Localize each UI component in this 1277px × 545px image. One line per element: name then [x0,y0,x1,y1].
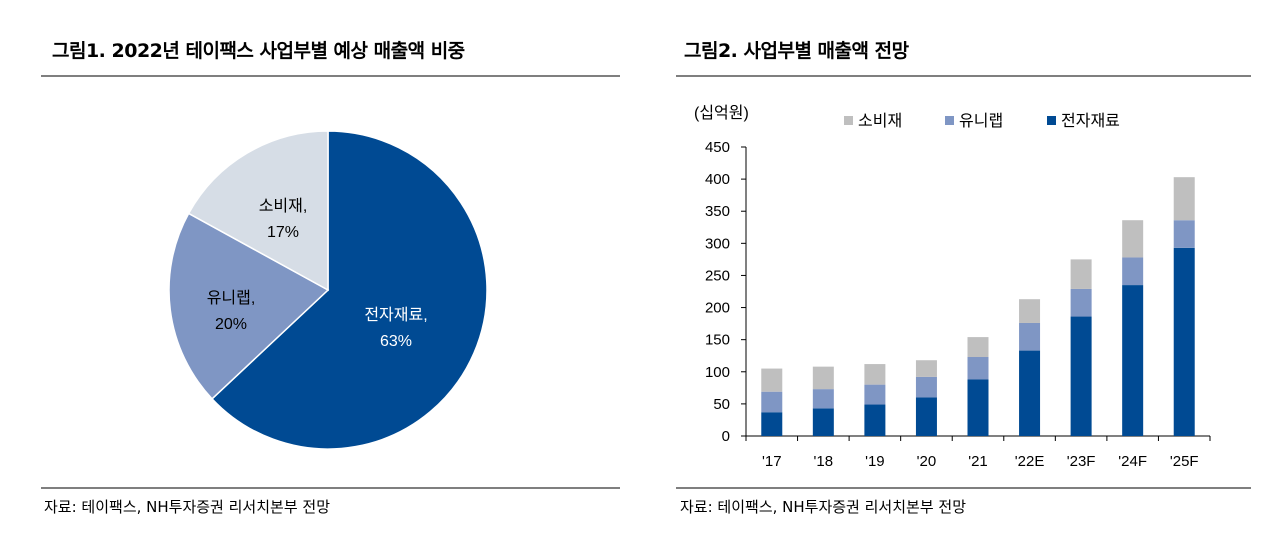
bar-2-6 [1070,259,1092,289]
bar-1-2 [864,384,886,405]
bar-2-5 [1019,299,1041,323]
x-tick-label-7: '24F [1118,453,1147,470]
x-tick-label-0: '17 [762,453,782,470]
bar-1-7 [1122,257,1144,286]
legend-swatch-2 [1047,116,1056,125]
pie-chart: 전자재료, 63% 유니랩, 20% 소비재, 17% [168,130,488,450]
x-tick-label-2: '19 [865,453,885,470]
bar-0-3 [915,397,937,436]
x-tick-label-4: '21 [968,453,988,470]
pie-slice-1 [168,212,330,400]
bar-1-8 [1173,220,1195,248]
bar-1-1 [812,389,834,409]
bar-0-0 [761,412,783,436]
bar-0-8 [1173,247,1195,436]
pie-label-name-0: 전자재료, [364,306,427,324]
y-tick-label-1: 50 [713,396,730,413]
y-tick-label-0: 0 [722,428,730,445]
figure-2-panel: 그림2. 사업부별 매출액 전망 (십억원) 소비재 유니랩 전자재료 0 50 100 15… [640,0,1277,543]
bar-1-3 [915,376,937,398]
legend-label-1: 유니랩 [959,112,1003,130]
legend-label-0: 소비재 [858,112,902,130]
legend-label-2: 전자재료 [1061,112,1120,130]
figure-1-panel: 그림1. 2022년 테이팩스 사업부별 예상 매출액 비중 전자재료, 63% 유… [0,0,640,543]
bar-2-7 [1122,220,1144,258]
bar-0-4 [967,379,989,436]
y-tick-label-8: 400 [705,171,730,188]
figure-1-top-rule [41,75,620,77]
bar-2-2 [864,364,886,385]
y-tick-label-2: 100 [705,364,730,381]
bar-0-5 [1019,350,1041,436]
pie-label-value-0: 63% [380,333,412,350]
y-tick-label-6: 300 [705,235,730,252]
y-tick-label-9: 450 [705,139,730,156]
bar-0-1 [812,408,834,436]
pie-label-value-2: 17% [267,224,299,241]
pie-label-name-1: 유니랩, [207,289,256,307]
bar-2-0 [761,368,783,392]
x-tick-label-3: '20 [917,453,937,470]
pie-slice-2 [187,130,329,292]
stacked-bar-chart: (십억원) 소비재 유니랩 전자재료 0 50 100 150 200 250 300 350 400 4… [694,104,1211,470]
pie-label-name-2: 소비재, [259,197,308,215]
figure-2-bottom-rule [676,487,1251,489]
legend-swatch-1 [945,116,954,125]
x-tick-label-6: '23F [1067,453,1096,470]
pie-slice-0 [211,130,488,450]
bar-0-7 [1122,285,1144,436]
x-tick-label-8: '25F [1170,453,1199,470]
figure-1-bottom-rule [41,487,620,489]
bar-0-2 [864,404,886,436]
bar-2-4 [967,337,989,358]
figure-2-top-rule [676,75,1251,77]
bar-2-1 [812,366,834,390]
figure-1-title: 그림1. 2022년 테이팩스 사업부별 예상 매출액 비중 [52,40,465,62]
figure-2-source: 자료: 테이팩스, NH투자증권 리서치본부 전망 [680,498,966,516]
y-tick-label-4: 200 [705,300,730,317]
bar-1-4 [967,357,989,380]
unit-label: (십억원) [694,104,749,122]
bar-1-6 [1070,288,1092,317]
y-tick-label-7: 350 [705,203,730,220]
x-tick-label-5: '22E [1015,453,1045,470]
figure-1-source: 자료: 테이팩스, NH투자증권 리서치본부 전망 [44,498,330,516]
pie-label-value-1: 20% [215,316,247,333]
bar-1-5 [1019,322,1041,351]
y-tick-label-5: 250 [705,267,730,284]
bar-1-0 [761,391,783,413]
bar-0-6 [1070,316,1092,436]
bar-2-8 [1173,177,1195,221]
x-tick-label-1: '18 [814,453,834,470]
legend-swatch-0 [844,116,853,125]
figure-2-title: 그림2. 사업부별 매출액 전망 [684,40,909,62]
y-tick-label-3: 150 [705,332,730,349]
bar-2-3 [915,360,937,377]
